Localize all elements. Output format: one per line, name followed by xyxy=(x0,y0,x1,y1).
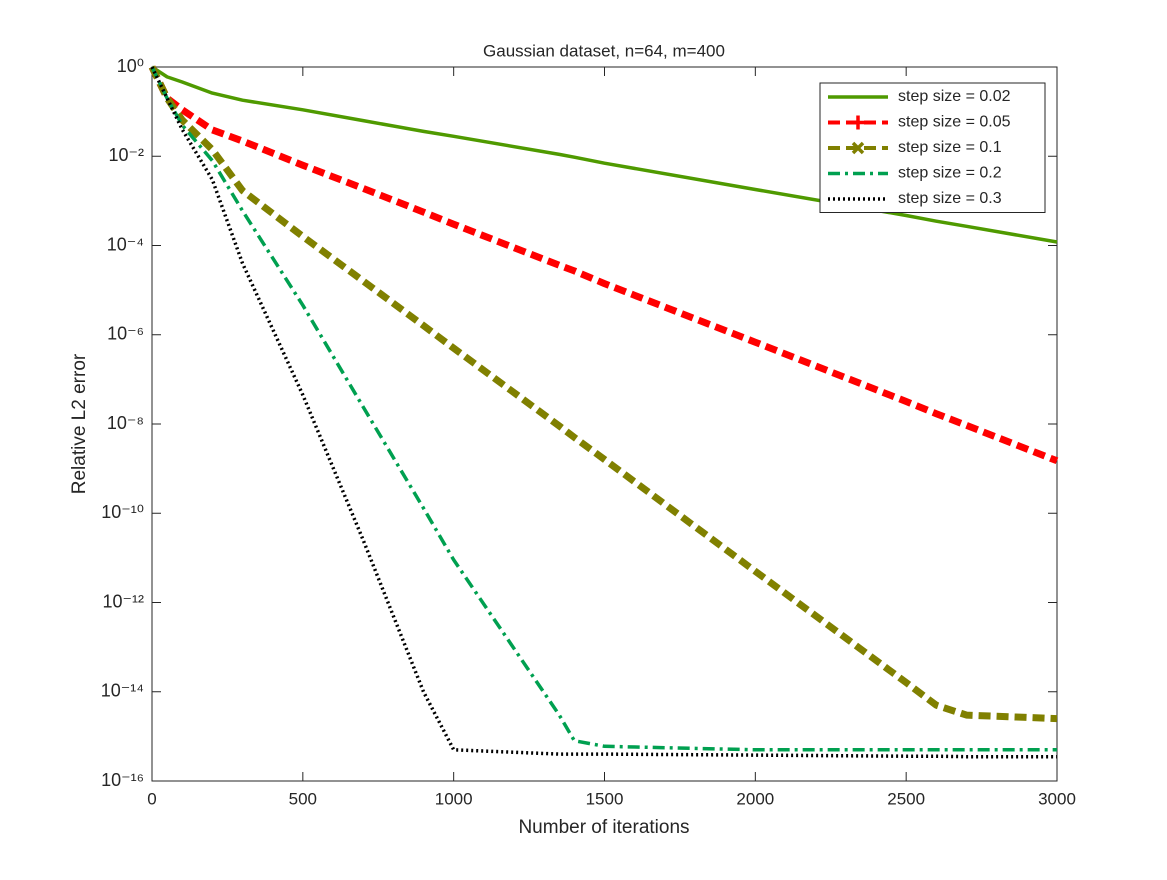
y-tick-label: 10⁻² xyxy=(108,145,144,165)
legend-label: step size = 0.02 xyxy=(898,88,1011,105)
x-tick-label: 2500 xyxy=(887,789,925,808)
legend-label: step size = 0.05 xyxy=(898,114,1011,131)
legend-marker xyxy=(851,141,865,155)
legend-label: step size = 0.2 xyxy=(898,165,1002,182)
data-line xyxy=(148,65,1059,465)
legend-label: step size = 0.3 xyxy=(898,190,1002,207)
x-tick-label: 2000 xyxy=(736,789,774,808)
y-axis-label: Relative L2 error xyxy=(69,353,90,494)
x-tick-label: 0 xyxy=(147,789,156,808)
legend: step size = 0.02 step size = 0.05 step siz… xyxy=(819,82,1046,213)
y-tick-label: 10⁻⁶ xyxy=(107,324,144,344)
data-line xyxy=(150,66,1057,759)
data-line xyxy=(150,66,1057,752)
x-tick-label: 3000 xyxy=(1038,789,1076,808)
y-tick-label: 10⁰ xyxy=(117,56,144,76)
data-line xyxy=(151,65,1058,244)
legend-marker xyxy=(851,115,865,130)
x-axis-label: Number of iterations xyxy=(518,817,689,838)
y-tick-label: 10⁻¹⁰ xyxy=(101,502,144,522)
y-tick-label: 10⁻¹⁶ xyxy=(101,770,144,790)
y-tick-label: 10⁻⁴ xyxy=(107,234,144,254)
x-tick-label: 500 xyxy=(289,789,317,808)
data-line xyxy=(148,65,1058,723)
x-tick-label: 1000 xyxy=(435,789,473,808)
legend-label: step size = 0.1 xyxy=(898,139,1002,156)
y-tick-label: 10⁻⁸ xyxy=(107,413,144,433)
chart-title: Gaussian dataset, n=64, m=400 xyxy=(483,41,725,60)
x-tick-label: 1500 xyxy=(586,789,624,808)
y-tick-label: 10⁻¹² xyxy=(102,591,144,611)
y-tick-label: 10⁻¹⁴ xyxy=(101,681,144,701)
